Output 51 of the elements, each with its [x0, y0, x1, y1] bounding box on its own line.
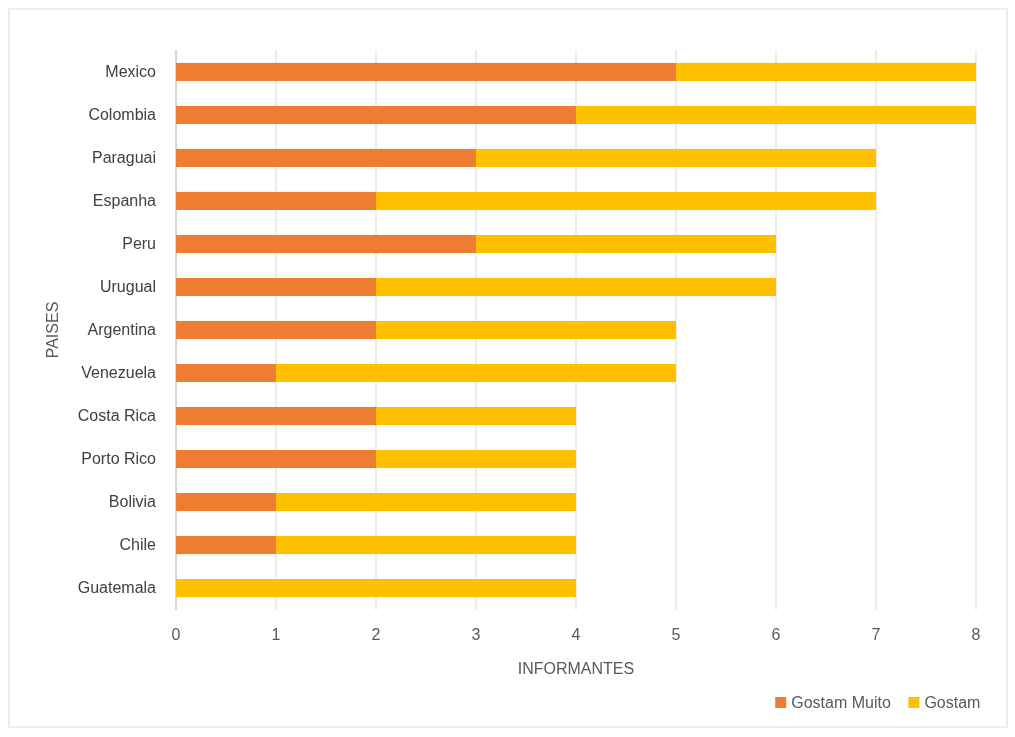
bar [176, 536, 276, 555]
bar [176, 105, 576, 124]
bar [176, 320, 376, 340]
bar [176, 579, 576, 598]
bar [376, 191, 876, 210]
y-tick-label: Colombia [88, 105, 157, 123]
bar [176, 363, 276, 383]
bar [176, 277, 376, 297]
bar [176, 148, 476, 167]
bar [276, 536, 576, 555]
y-tick-label: Espanha [92, 191, 157, 209]
y-tick-label: Peru [122, 234, 156, 252]
x-tick-label: 6 [771, 626, 781, 643]
y-tick-label: Costa Rica [77, 407, 157, 425]
x-tick-label: 3 [471, 626, 481, 643]
x-tick-label: 0 [171, 626, 181, 643]
bar [576, 105, 976, 124]
bar [376, 320, 676, 340]
x-tick-label: 8 [971, 626, 981, 643]
bar [176, 493, 276, 512]
y-axis-title: PAISES [44, 301, 61, 359]
bar [376, 277, 776, 297]
x-tick-label: 2 [371, 626, 381, 643]
x-axis-title: INFORMANTES [517, 660, 635, 677]
bar [176, 191, 376, 210]
bar [276, 363, 676, 383]
y-tick-label: Paraguai [91, 148, 156, 166]
bar [676, 62, 976, 81]
bar [176, 62, 676, 81]
y-tick-label: Porto Rico [81, 450, 157, 468]
x-tick-label: 5 [671, 626, 681, 643]
bar [376, 450, 576, 469]
bar [476, 148, 876, 167]
bar [276, 493, 576, 512]
x-tick-label: 4 [571, 626, 581, 643]
bar [176, 234, 476, 254]
legend-label: Gostam [924, 694, 981, 711]
x-tick-label: 1 [271, 626, 281, 643]
y-tick-label: Chile [119, 536, 157, 554]
y-tick-label: Urugual [99, 277, 156, 295]
bar [376, 406, 576, 426]
y-tick-label: Guatemala [77, 579, 157, 597]
bar [176, 406, 376, 426]
y-tick-label: Bolivia [108, 493, 157, 511]
x-tick-label: 7 [871, 626, 881, 643]
bar [476, 234, 776, 254]
bar [176, 450, 376, 469]
y-tick-label: Mexico [105, 62, 157, 80]
legend-label: Gostam Muito [791, 694, 891, 711]
y-tick-label: Argentina [87, 321, 157, 338]
y-tick-label: Venezuela [81, 364, 157, 382]
